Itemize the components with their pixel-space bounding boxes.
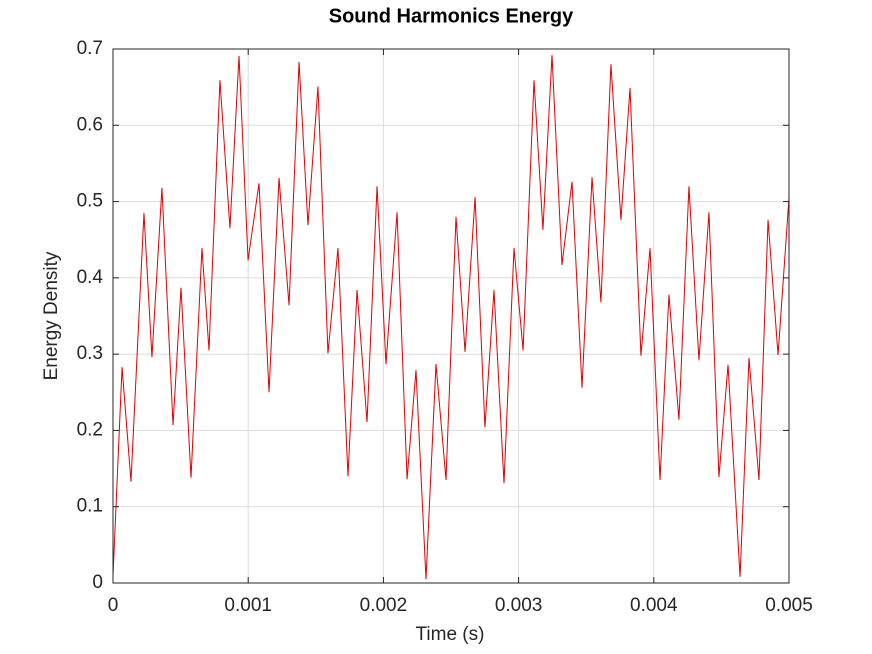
line-series bbox=[112, 55, 790, 580]
x-tick-label: 0.001 bbox=[224, 595, 272, 616]
y-tick-label: 0.4 bbox=[77, 267, 104, 288]
x-tick-label: 0.003 bbox=[495, 595, 543, 616]
y-tick-label: 0.3 bbox=[77, 343, 103, 364]
y-tick-label: 0.7 bbox=[77, 38, 103, 59]
x-tick-label: 0 bbox=[108, 595, 119, 616]
plot-area bbox=[112, 55, 790, 580]
x-tick-label: 0.004 bbox=[630, 595, 678, 616]
y-tick-label: 0.2 bbox=[77, 419, 103, 440]
y-tick-label: 0 bbox=[92, 572, 103, 593]
y-tick-label: 0.1 bbox=[77, 496, 103, 517]
axes-box bbox=[112, 48, 790, 584]
y-axis-label: Energy Density bbox=[41, 251, 62, 380]
x-tick-label: 0.002 bbox=[360, 595, 408, 616]
y-tick-label: 0.6 bbox=[77, 114, 103, 135]
x-axis-label: Time (s) bbox=[416, 624, 485, 645]
chart-title: Sound Harmonics Energy bbox=[329, 5, 574, 27]
x-tick-label: 0.005 bbox=[765, 595, 813, 616]
y-tick-label: 0.5 bbox=[77, 191, 103, 212]
